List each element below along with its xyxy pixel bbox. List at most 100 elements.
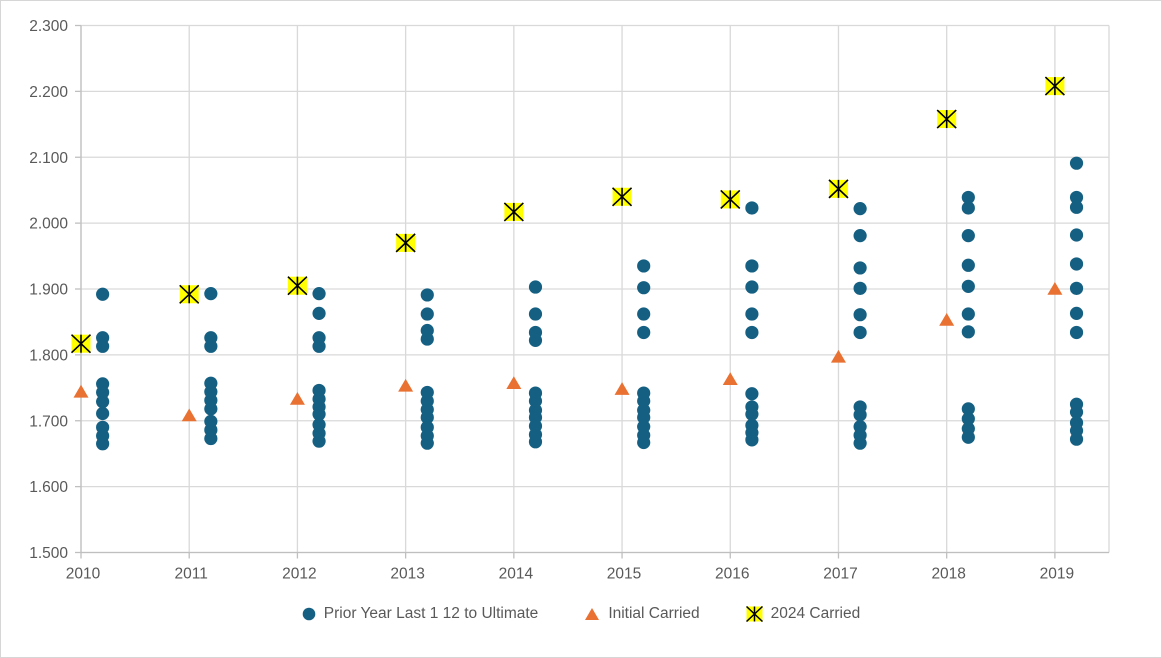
data-point-circle [204,431,218,446]
y-axis-label: 1.500 [29,545,68,562]
data-point-circle [1069,257,1084,271]
data-point-circle [96,385,110,400]
y-axis-label: 2.200 [29,84,68,101]
data-point-circle [853,229,867,243]
data-point-circle [420,288,434,302]
data-point-circle [745,307,759,321]
data-point-circle [528,394,543,408]
data-point-circle [528,435,543,449]
data-point-circle [1069,432,1084,446]
x-axis-label: 2018 [931,566,965,583]
data-point-circle [853,408,867,422]
legend-item-2024-carried[interactable]: 2024 Carried [745,605,861,623]
data-point-circle [637,394,651,408]
data-point-triangle [614,382,630,395]
star-x-marker-icon [745,606,763,622]
y-axis-label: 1.700 [29,413,68,430]
data-point-circle [637,281,651,295]
data-point-circle [853,325,867,340]
data-point-circle [1069,228,1084,242]
data-point-circle [312,339,326,353]
y-axis-label: 2.300 [29,18,68,35]
legend: Prior Year Last 1 12 to Ultimate Initial… [1,605,1161,623]
circle-marker-icon [302,607,316,621]
data-point-circle [745,433,759,447]
x-axis-label: 2015 [607,566,641,583]
y-axis-label: 2.000 [29,216,68,233]
data-point-circle [204,402,218,416]
data-point-circle [204,287,218,301]
legend-label-initial-carried: Initial Carried [608,605,700,622]
data-point-circle [1069,200,1084,214]
legend-label-prior-year: Prior Year Last 1 12 to Ultimate [323,605,539,622]
data-point-circle [745,387,759,401]
data-point-circle [961,279,975,293]
data-point-circle [420,332,434,346]
data-point-circle [637,325,651,340]
x-axis-label: 2017 [823,566,857,583]
x-axis-label: 2014 [499,566,534,583]
data-point-triangle [939,312,955,326]
legend-item-initial-carried[interactable]: Initial Carried [584,605,700,623]
data-point-triangle [506,376,522,390]
data-point-circle [853,261,867,275]
data-point-circle [961,412,975,426]
data-point-circle [853,436,867,450]
y-axis-label: 1.900 [29,282,68,299]
legend-item-prior-year[interactable]: Prior Year Last 1 12 to Ultimate [302,605,539,623]
data-point-circle [420,307,434,321]
data-point-circle [1069,306,1084,320]
data-point-triangle [722,372,738,386]
data-point-circle [637,410,651,425]
data-point-circle [745,325,759,340]
data-point-circle [96,395,110,409]
data-point-circle [528,280,543,294]
data-point-circle [420,410,434,425]
data-point-circle [1069,405,1084,419]
data-point-circle [96,339,110,353]
data-point-circle [204,339,218,353]
triangle-marker-icon [584,607,600,621]
data-point-circle [961,258,975,272]
x-axis-label: 2013 [390,566,424,583]
x-axis-label: 2016 [715,566,749,583]
data-point-circle [312,287,326,301]
data-point-circle [96,406,110,421]
data-point-circle [961,201,975,215]
data-point-circle [961,307,975,321]
data-point-circle [1069,156,1084,170]
data-point-circle [1069,281,1084,295]
data-point-circle [637,307,651,321]
data-point-circle [528,333,543,347]
data-point-circle [745,407,759,421]
data-point-circle [745,259,759,273]
data-point-circle [961,325,975,339]
data-point-circle [961,430,975,444]
data-point-circle [96,437,110,451]
data-point-circle [745,201,759,215]
data-point-circle [853,308,867,322]
x-axis-label: 2019 [1040,566,1074,583]
legend-label-2024-carried: 2024 Carried [770,605,861,622]
data-point-circle [637,435,651,450]
data-point-triangle [398,378,414,392]
data-point-circle [312,434,326,448]
data-point-triangle [289,392,305,405]
data-point-triangle [181,408,197,422]
data-point-circle [745,280,759,294]
data-point-circle [961,190,975,205]
data-point-circle [637,259,651,273]
data-point-circle [853,281,867,295]
y-axis-label: 2.100 [29,150,68,167]
data-point-circle [1069,325,1084,340]
x-axis-label: 2010 [66,566,101,583]
data-point-circle [961,402,975,416]
data-point-circle [1069,190,1084,205]
data-point-circle [961,229,975,243]
data-point-circle [312,306,326,320]
data-point-circle [853,202,867,216]
data-point-circle [96,287,110,301]
data-point-circle [420,436,434,450]
